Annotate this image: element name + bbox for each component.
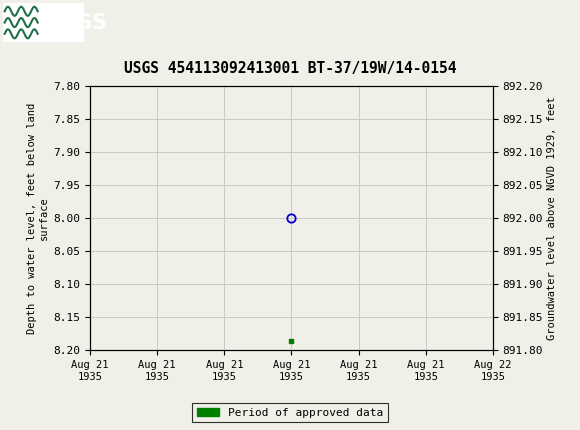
- FancyBboxPatch shape: [3, 3, 84, 43]
- Y-axis label: Depth to water level, feet below land
surface: Depth to water level, feet below land su…: [27, 103, 49, 334]
- Text: USGS: USGS: [44, 12, 107, 33]
- Legend: Period of approved data: Period of approved data: [193, 403, 387, 422]
- Text: USGS 454113092413001 BT-37/19W/14-0154: USGS 454113092413001 BT-37/19W/14-0154: [124, 61, 456, 77]
- Y-axis label: Groundwater level above NGVD 1929, feet: Groundwater level above NGVD 1929, feet: [548, 96, 557, 340]
